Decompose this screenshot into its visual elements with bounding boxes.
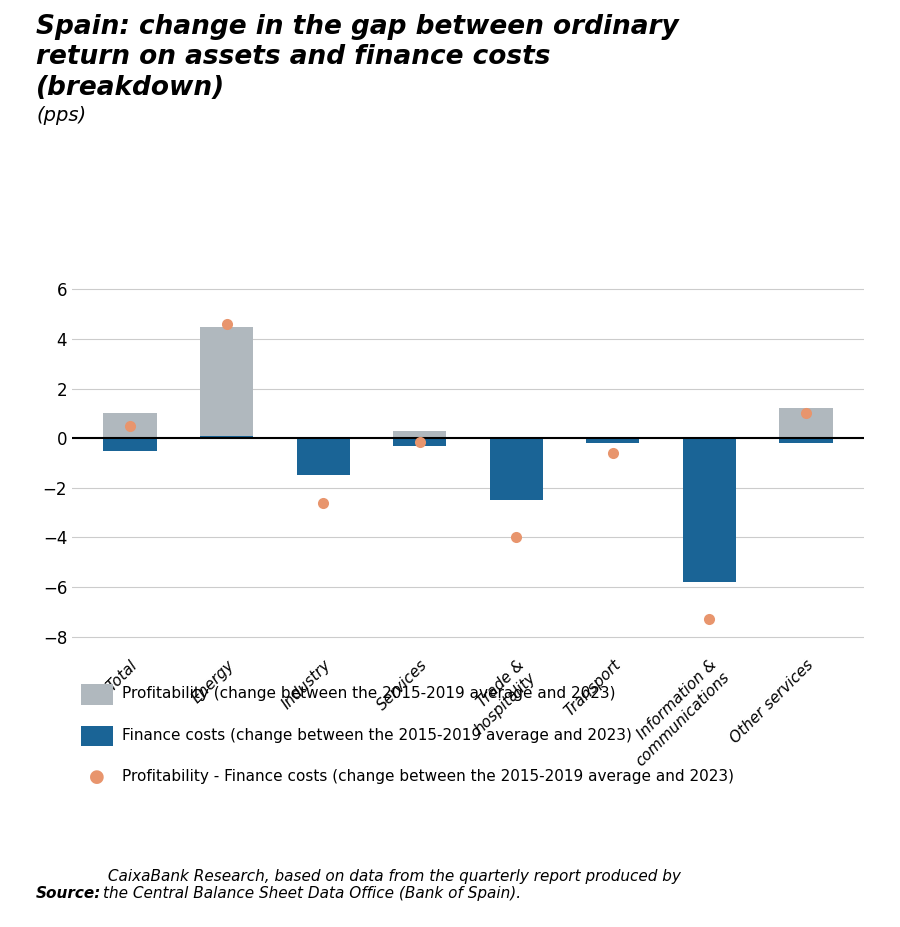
Bar	[393, 438, 446, 446]
Bar	[200, 436, 253, 438]
Bar	[586, 438, 639, 443]
Text: (pps): (pps)	[36, 106, 86, 124]
Bar	[779, 409, 832, 438]
Bar	[586, 438, 639, 443]
Bar	[104, 438, 157, 451]
Bar	[683, 438, 736, 476]
Bar	[104, 413, 157, 438]
Text: Spain: change in the gap between ordinary: Spain: change in the gap between ordinar…	[36, 14, 679, 40]
Bar	[490, 438, 543, 463]
Text: Profitability - Finance costs (change between the 2015-2019 average and 2023): Profitability - Finance costs (change be…	[122, 769, 734, 784]
Text: (breakdown): (breakdown)	[36, 75, 225, 101]
Text: Profitability (change between the 2015-2019 average and 2023): Profitability (change between the 2015-2…	[122, 686, 615, 701]
Bar	[683, 438, 736, 582]
Bar	[297, 438, 350, 476]
Text: CaixaBank Research, based on data from the quarterly report produced by
the Cent: CaixaBank Research, based on data from t…	[104, 869, 681, 901]
Bar	[200, 326, 253, 438]
Text: Source:: Source:	[36, 886, 102, 901]
Bar	[779, 438, 832, 443]
Text: return on assets and finance costs: return on assets and finance costs	[36, 44, 551, 70]
Text: Finance costs (change between the 2015-2019 average and 2023): Finance costs (change between the 2015-2…	[122, 728, 632, 743]
Text: ●: ●	[89, 768, 105, 786]
Bar	[297, 438, 350, 463]
Bar	[490, 438, 543, 500]
Bar	[393, 431, 446, 438]
